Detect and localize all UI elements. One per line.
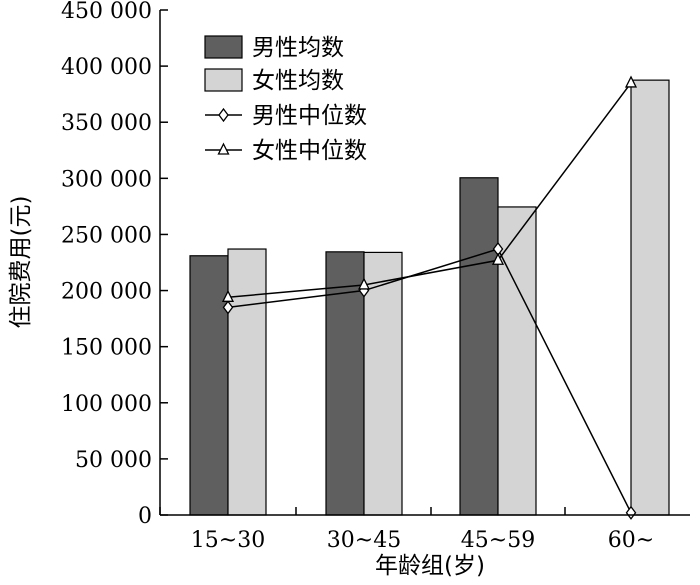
bar-女性均数-15~30: [227, 248, 267, 516]
bar-男性均数-30~45: [325, 251, 365, 516]
x-axis-title: 年龄组(岁): [375, 553, 485, 579]
lines-layer: [221, 75, 638, 520]
x-tick-label: 30~45: [327, 528, 401, 553]
point-女性中位数-15~30: [221, 289, 235, 302]
y-tick-label: 50 000: [75, 448, 152, 473]
point-男性中位数-60~: [625, 505, 637, 520]
y-tick-label: 0: [138, 504, 152, 529]
point-男性中位数-15~30: [222, 300, 234, 315]
point-女性中位数-30~45: [357, 277, 371, 290]
legend-marker-女性中位数: [217, 142, 230, 155]
legend-label-男性均数: 男性均数: [252, 35, 344, 61]
legend-marker-男性中位数: [218, 107, 229, 123]
y-tick-label: 100 000: [61, 392, 152, 417]
legend-swatch-男性均数: [204, 35, 243, 59]
axes-layer: 0 50 000 100 000 150 000 200 000 250 000 300 0…: [61, 0, 690, 553]
x-tick-label: 60~: [608, 528, 654, 553]
y-tick-label: 300 000: [61, 167, 152, 192]
legend-label-女性中位数: 女性中位数: [252, 138, 367, 164]
bar-女性均数-60~: [630, 79, 670, 516]
legend-label-女性均数: 女性均数: [252, 68, 344, 94]
y-tick-label: 200 000: [61, 280, 152, 305]
x-tick-label: 15~30: [191, 528, 265, 553]
bar-男性均数-45~59: [459, 177, 499, 516]
legend-label-男性中位数: 男性中位数: [252, 103, 367, 129]
x-tick-label: 45~59: [461, 528, 535, 553]
y-tick-label: 250 000: [61, 223, 152, 248]
point-女性中位数-60~: [624, 75, 638, 88]
legend-swatch-女性均数: [204, 68, 243, 92]
y-tick-label: 450 000: [61, 0, 152, 24]
line-男性中位数: [227, 248, 632, 514]
y-tick-label: 350 000: [61, 111, 152, 136]
bars-layer: [189, 79, 670, 516]
bar-男性均数-15~30: [189, 255, 229, 516]
bar-女性均数-45~59: [497, 206, 537, 516]
y-axis-title: 住院费用(元): [8, 196, 34, 329]
point-女性中位数-45~59: [491, 252, 505, 265]
y-tick-label: 150 000: [61, 336, 152, 361]
line-女性中位数: [227, 82, 632, 299]
y-tick-label: 400 000: [61, 55, 152, 80]
bar-女性均数-30~45: [363, 251, 403, 516]
